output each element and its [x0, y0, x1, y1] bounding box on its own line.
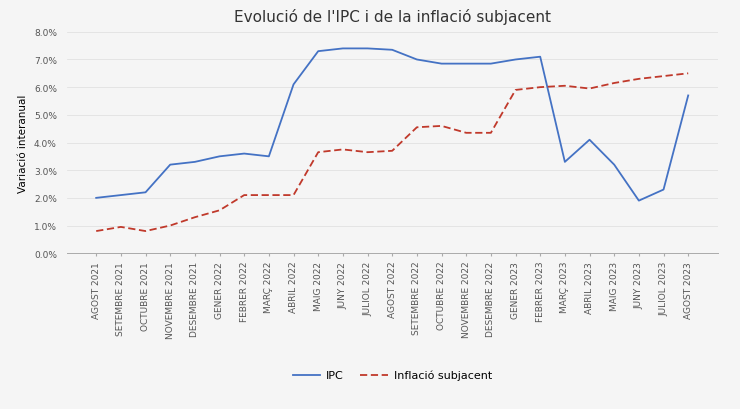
Inflació subjacent — [462, 131, 471, 136]
Inflació subjacent — [560, 84, 569, 89]
Inflació subjacent — [388, 149, 397, 154]
IPC — [659, 188, 668, 193]
Inflació subjacent — [412, 126, 421, 130]
IPC — [314, 49, 323, 54]
Inflació subjacent — [289, 193, 298, 198]
Y-axis label: Variació interanual: Variació interanual — [18, 94, 28, 192]
Inflació subjacent — [634, 77, 643, 82]
IPC — [116, 193, 125, 198]
IPC — [338, 47, 347, 52]
Inflació subjacent — [585, 87, 594, 92]
Inflació subjacent — [486, 131, 495, 136]
IPC — [141, 190, 150, 195]
IPC — [486, 62, 495, 67]
Line: Inflació subjacent: Inflació subjacent — [96, 74, 688, 231]
Inflació subjacent — [116, 225, 125, 230]
IPC — [363, 47, 372, 52]
IPC — [462, 62, 471, 67]
Inflació subjacent — [659, 74, 668, 79]
IPC — [240, 152, 249, 157]
IPC — [264, 155, 273, 160]
IPC — [634, 199, 643, 204]
Inflació subjacent — [314, 151, 323, 155]
Inflació subjacent — [437, 124, 446, 129]
Inflació subjacent — [190, 215, 199, 220]
IPC — [388, 48, 397, 53]
Inflació subjacent — [536, 85, 545, 90]
Legend: IPC, Inflació subjacent: IPC, Inflació subjacent — [288, 366, 497, 385]
Inflació subjacent — [684, 72, 693, 76]
IPC — [92, 196, 101, 201]
IPC — [289, 83, 298, 88]
IPC — [585, 138, 594, 143]
IPC — [560, 160, 569, 165]
Inflació subjacent — [166, 223, 175, 228]
Title: Evolució de l'IPC i de la inflació subjacent: Evolució de l'IPC i de la inflació subja… — [234, 9, 551, 25]
IPC — [684, 94, 693, 99]
IPC — [215, 155, 224, 160]
IPC — [190, 160, 199, 165]
Inflació subjacent — [240, 193, 249, 198]
Inflació subjacent — [610, 81, 619, 86]
IPC — [166, 163, 175, 168]
Inflació subjacent — [264, 193, 273, 198]
Line: IPC: IPC — [96, 49, 688, 201]
IPC — [610, 163, 619, 168]
IPC — [511, 58, 520, 63]
IPC — [536, 55, 545, 60]
Inflació subjacent — [92, 229, 101, 234]
IPC — [437, 62, 446, 67]
Inflació subjacent — [511, 88, 520, 93]
Inflació subjacent — [141, 229, 150, 234]
Inflació subjacent — [363, 151, 372, 155]
Inflació subjacent — [215, 208, 224, 213]
IPC — [412, 58, 421, 63]
Inflació subjacent — [338, 148, 347, 153]
